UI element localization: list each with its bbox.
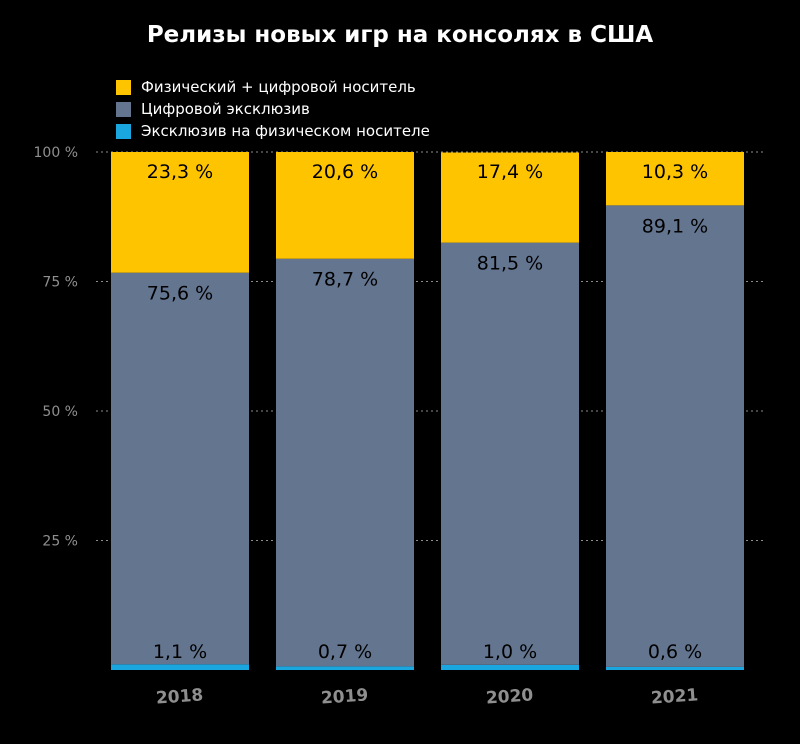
x-tick-label-2019: 2019 [320, 685, 369, 708]
legend-label-digital-exclusive: Цифровой эксклюзив [141, 100, 310, 118]
x-tick-label-2021: 2021 [650, 685, 699, 708]
y-tick-label-50: 50 % [42, 404, 78, 420]
legend-swatch-digital-exclusive [116, 101, 131, 117]
chart-title: Релизы новых игр на консолях в США [146, 22, 654, 48]
y-tick-label-75: 75 % [42, 275, 78, 291]
x-tick-label-2018: 2018 [155, 685, 204, 708]
legend-label-physical-exclusive: Эксклюзив на физическом носителе [141, 122, 430, 140]
bar-segment-2019-s0 [276, 666, 414, 670]
x-tick-label-2020: 2020 [485, 685, 534, 708]
data-label-2020-s1: 81,5 % [477, 253, 543, 275]
y-tick-label-100: 100 % [34, 145, 78, 161]
data-label-2021-s0: 0,6 % [648, 641, 702, 663]
bar-segment-2021-s2 [606, 152, 744, 206]
data-label-2018-s1: 75,6 % [147, 283, 213, 305]
data-label-2018-s2: 23,3 % [147, 161, 213, 183]
bar-segment-2021-s1 [606, 205, 744, 667]
legend-item-physical-digital: Физический + цифровой носитель [116, 76, 430, 98]
data-label-2021-s1: 89,1 % [642, 215, 708, 237]
legend-swatch-physical-exclusive [116, 123, 131, 139]
legend-label-physical-digital: Физический + цифровой носитель [141, 78, 416, 96]
bar-segment-2020-s2 [441, 152, 579, 243]
legend-swatch-physical-digital [116, 79, 131, 95]
data-label-2020-s0: 1,0 % [483, 641, 537, 663]
legend: Физический + цифровой носитель Цифровой … [116, 76, 430, 142]
y-tick-label-25: 25 % [42, 534, 78, 550]
data-label-2021-s2: 10,3 % [642, 161, 708, 183]
bar-segment-2021-s0 [606, 666, 744, 670]
bar-segment-2018-s2 [111, 152, 249, 273]
bar-segment-2020-s0 [441, 664, 579, 670]
data-label-2018-s0: 1,1 % [153, 641, 207, 663]
bar-segment-2019-s1 [276, 258, 414, 667]
data-label-2019-s0: 0,7 % [318, 641, 372, 663]
data-label-2019-s1: 78,7 % [312, 269, 378, 291]
bar-segment-2018-s0 [111, 664, 249, 670]
bar-segment-2018-s1 [111, 272, 249, 665]
legend-item-digital-exclusive: Цифровой эксклюзив [116, 98, 430, 120]
data-label-2020-s2: 17,4 % [477, 161, 543, 183]
bar-segment-2019-s2 [276, 152, 414, 259]
legend-item-physical-exclusive: Эксклюзив на физическом носителе [116, 120, 430, 142]
data-label-2019-s2: 20,6 % [312, 161, 378, 183]
bar-segment-2020-s1 [441, 242, 579, 665]
